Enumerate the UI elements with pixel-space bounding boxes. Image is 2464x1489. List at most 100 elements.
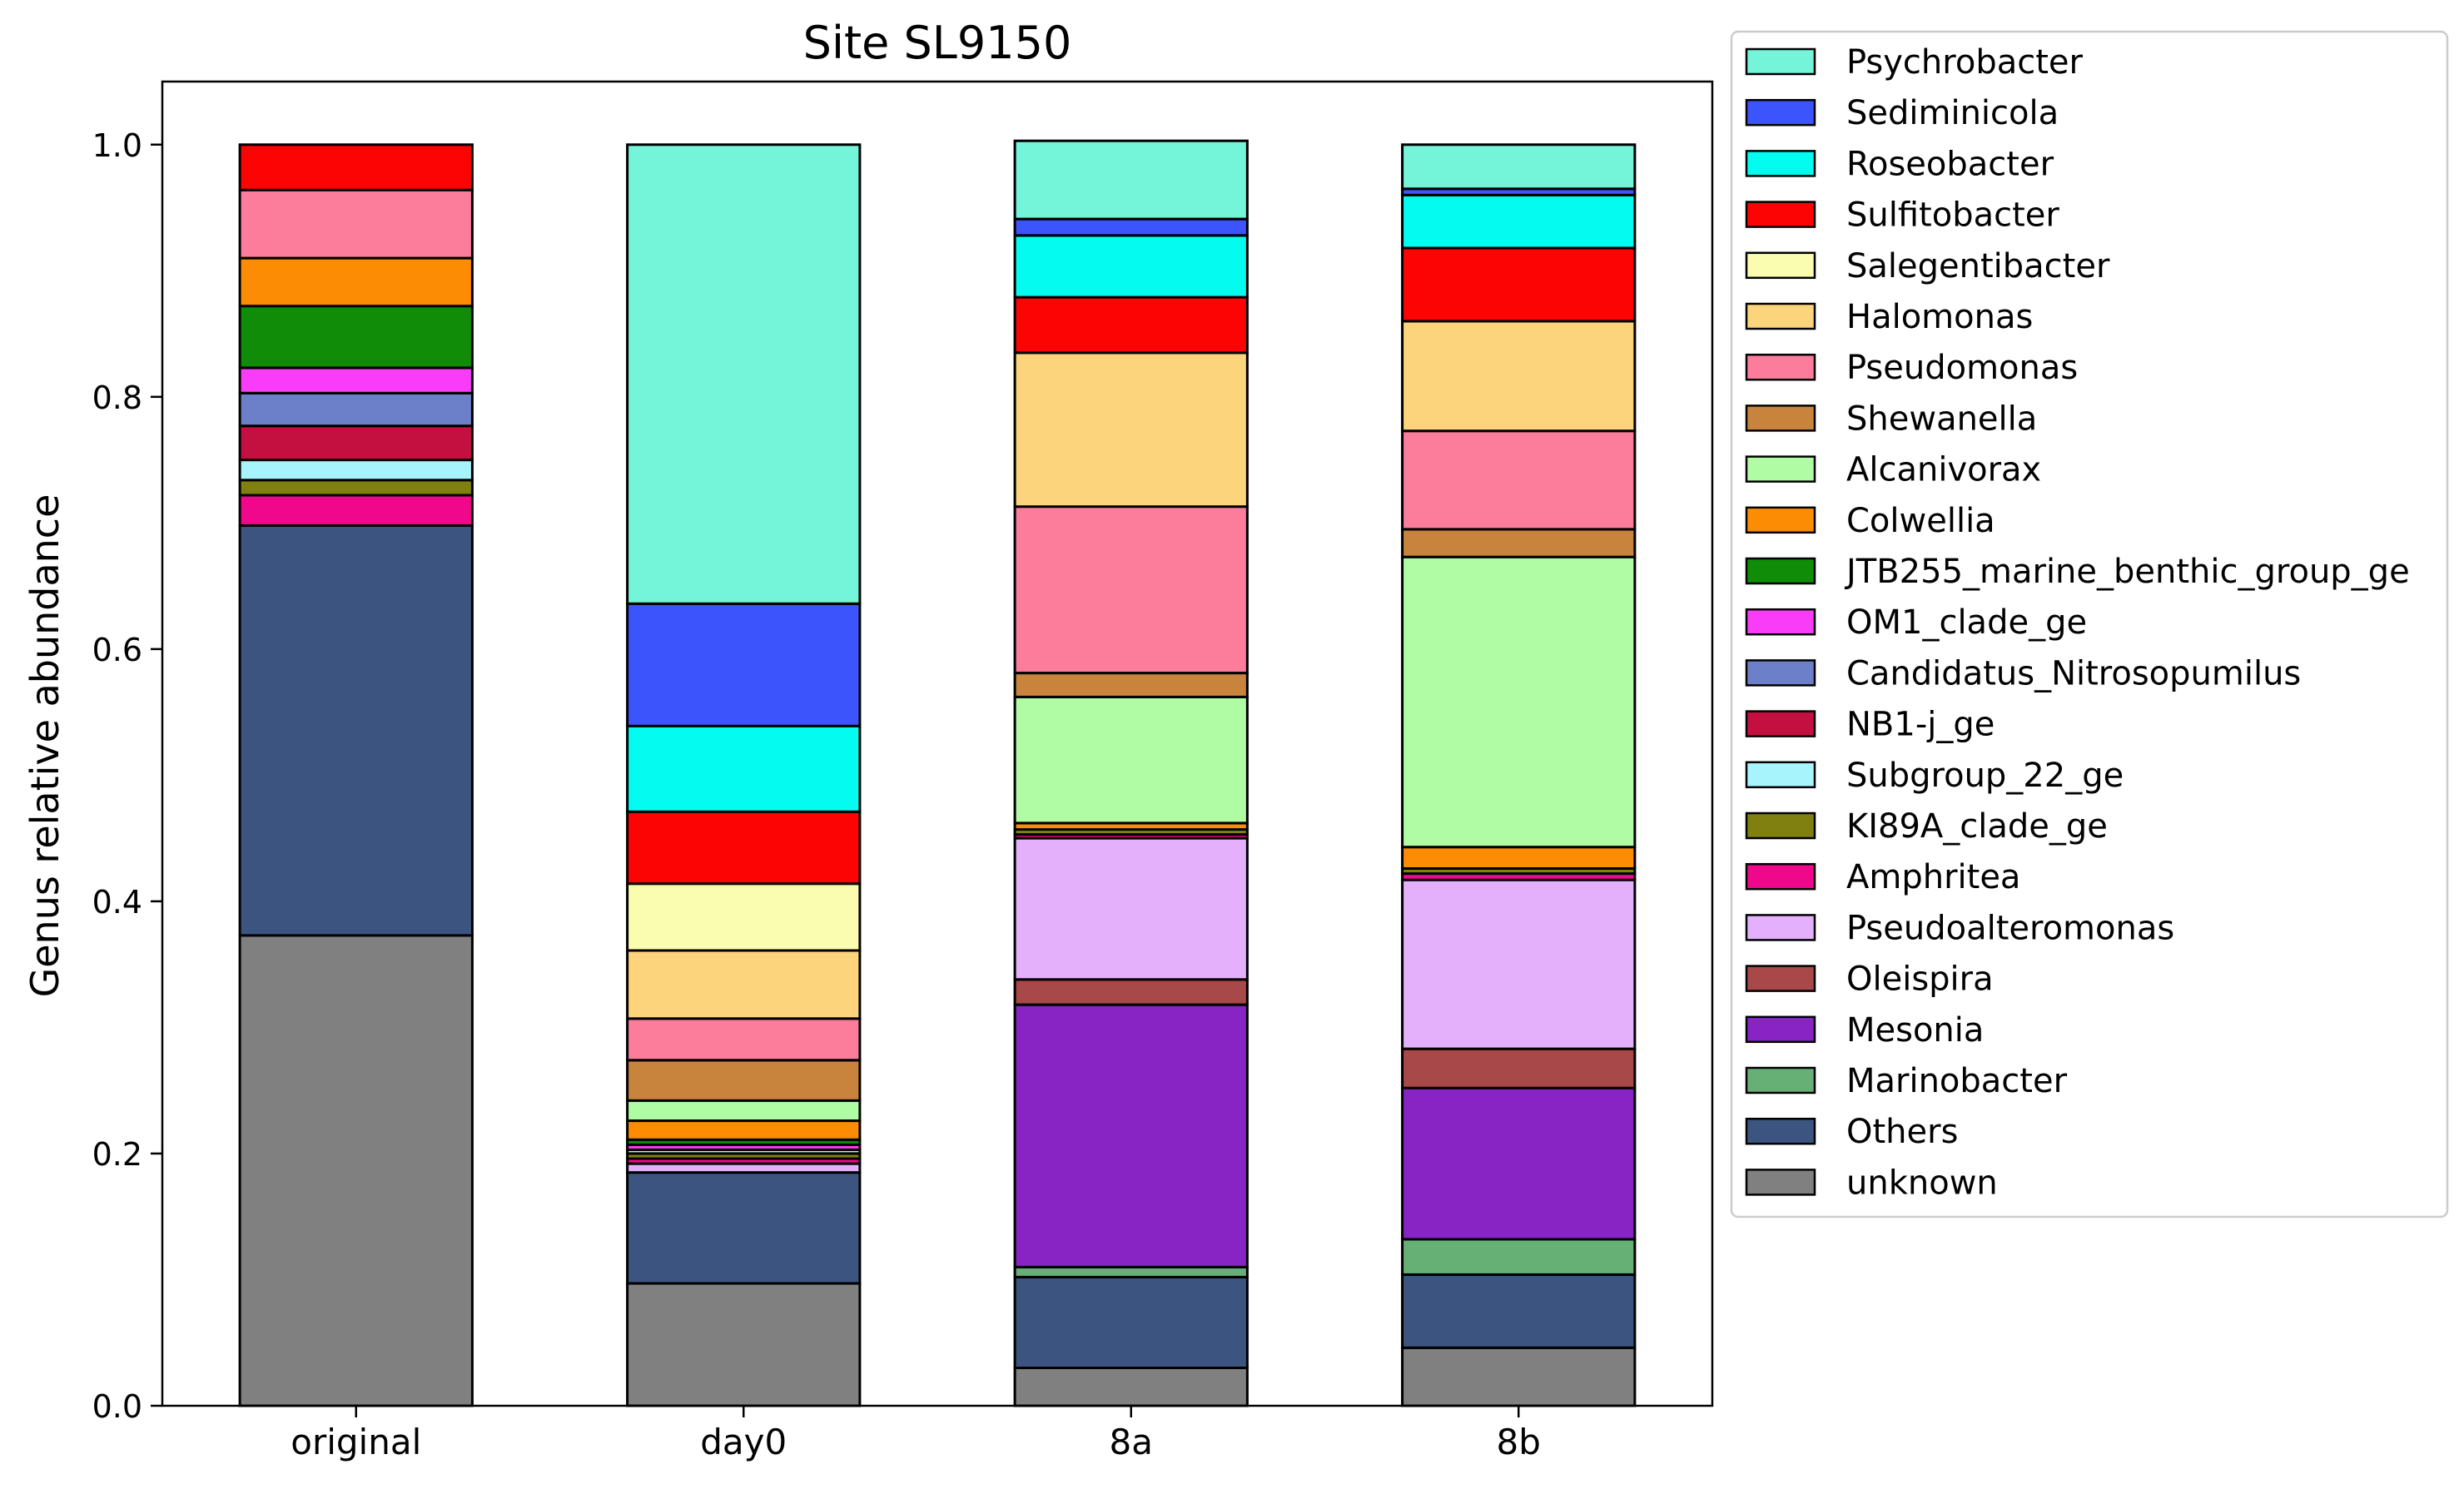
legend-swatch-Sulfitobacter [1745,201,1816,228]
y-tick-label: 1.0 [92,127,142,164]
bar-segment-day0-Salegentibacter [626,882,862,952]
legend-swatch-OM1_clade_ge [1745,608,1816,636]
axes-layer: 0.0 0.2 0.4 0.6 0.8 1.0 original day0 8a 8b [92,80,1714,1462]
bar-segment-original-NB1-j_ge [238,424,474,462]
bar-segment-8b-Halomonas [1401,320,1637,433]
legend-swatch-Pseudoalteromonas [1745,914,1816,941]
x-tick-label: original [291,1422,421,1462]
bar-segment-8b-Sulfitobacter [1401,246,1637,323]
bar-segment-original-KI89A_clade_ge [238,479,474,497]
plot-frame [161,80,1714,1407]
legend-label: Sediminicola [1846,94,2059,132]
bar-segment-day0-Others [626,1171,862,1285]
bar-segment-8b-Others [1401,1273,1637,1349]
bar-segment-8b-Psychrobacter [1401,143,1637,191]
bar-segment-8a-Sulfitobacter [1013,295,1249,355]
y-tick-label: 0.2 [92,1136,142,1173]
legend-swatch-Colwellia [1745,506,1816,534]
legend-swatch-Marinobacter [1745,1066,1816,1094]
bar-segment-8a-Mesonia [1013,1003,1249,1268]
bar-segment-day0-Pseudomonas [626,1017,862,1062]
legend-swatch-Alcanivorax [1745,455,1816,483]
bars-layer [238,139,1637,1407]
bar-segment-8b-Colwellia [1401,846,1637,871]
legend-label: Sulfitobacter [1846,196,2059,235]
legend-swatch-Sediminicola [1745,98,1816,127]
bar-segment-8a-Halomonas [1013,351,1249,509]
bar-segment-day0-Sulfitobacter [626,810,862,886]
legend-label: Pseudoalteromonas [1846,909,2174,947]
bar-segment-original-unknown [238,934,474,1407]
legend-label: JTB255_marine_benthic_group_ge [1844,553,2410,591]
bar-segment-day0-Colwellia [626,1119,862,1141]
bar-segment-8b-Oleispira [1401,1047,1637,1089]
legend-label: Mesonia [1846,1011,1984,1050]
bar-segment-original-JTB255_marine_benthic_group_ge [238,305,474,370]
legend-label: NB1-j_ge [1846,706,1995,744]
bar-segment-day0-Roseobacter [626,724,862,813]
legend-box [1730,30,2449,1218]
bar-segment-8b-Shewanella [1401,528,1637,558]
legend-label: Candidatus_Nitrosopumilus [1846,654,2301,692]
bar-segment-8b-Pseudoalteromonas [1401,878,1637,1050]
bar-segment-8a-unknown [1013,1367,1249,1407]
bar-segment-8a-Roseobacter [1013,234,1249,299]
bar-segment-day0-Halomonas [626,949,862,1020]
legend-swatch-Candidatus_Nitrosopumilus [1745,659,1816,687]
bar-segment-original-Amphritea [238,494,474,527]
legend-swatch-NB1-j_ge [1745,710,1816,737]
legend-label: Marinobacter [1846,1062,2068,1100]
legend-label: Others [1846,1113,1958,1151]
y-tick-label: 0.0 [92,1388,142,1425]
bar-segment-8a-Sediminicola [1013,217,1249,237]
bar-segment-day0-Pseudoalteromonas [626,1162,862,1174]
bar-segment-day0-Shewanella [626,1059,862,1102]
bar-segment-8a-Marinobacter [1013,1265,1249,1278]
bar-segment-day0-Sediminicola [626,602,862,727]
bar-segment-8b-Alcanivorax [1401,555,1637,849]
bar-segment-8b-Pseudomonas [1401,429,1637,531]
x-tick-label: day0 [700,1422,787,1462]
y-tick-label: 0.6 [92,632,142,668]
bar-segment-day0-unknown [626,1282,862,1407]
bar-segment-8a-Others [1013,1275,1249,1370]
bar-segment-8a-Psychrobacter [1013,139,1249,221]
legend-swatch-Subgroup_22_ge [1745,761,1816,789]
legend-swatch-Amphritea [1745,862,1816,891]
legend-swatch-Others [1745,1117,1816,1145]
y-tick-label: 0.8 [92,380,142,416]
bar-segment-original-Subgroup_22_ge [238,459,474,482]
legend-swatch-KI89A_clade_ge [1745,812,1816,840]
legend-swatch-Salegentibacter [1745,251,1816,280]
legend-swatch-Mesonia [1745,1015,1816,1044]
y-tick-label: 0.4 [92,884,142,921]
bar-segment-8b-Marinobacter [1401,1238,1637,1276]
bar-segment-original-OM1_clade_ge [238,366,474,395]
legend-swatch-Oleispira [1745,965,1816,992]
legend-swatch-Halomonas [1745,302,1816,330]
y-axis-label: Genus relative abundance [22,494,67,998]
legend-label: Pseudomonas [1846,349,2078,387]
legend-swatch-Psychrobacter [1745,47,1816,76]
legend-label: Oleispira [1846,960,1994,999]
legend-label: Halomonas [1846,298,2033,336]
legend: Psychrobacter Sediminicola Roseobacter Sulf… [1730,30,2449,1218]
bar-segment-original-Others [238,524,474,937]
bar-segment-8b-Roseobacter [1401,193,1637,250]
bar-segment-original-Sulfitobacter [238,143,474,191]
bar-segment-8a-Oleispira [1013,978,1249,1006]
bar-segment-8a-Alcanivorax [1013,695,1249,825]
legend-label: Psychrobacter [1846,43,2084,82]
legend-label: OM1_clade_ge [1846,603,2087,642]
bar-segment-original-Pseudomonas [238,188,474,260]
legend-label: unknown [1846,1164,1998,1202]
bar-segment-8a-Shewanella [1013,672,1249,698]
bar-segment-day0-Alcanivorax [626,1099,862,1123]
legend-label: Salegentibacter [1846,247,2110,285]
bar-segment-8b-unknown [1401,1346,1637,1407]
legend-label: Subgroup_22_ge [1846,757,2124,795]
bar-segment-day0-Psychrobacter [626,143,862,605]
bar-segment-8a-Pseudoalteromonas [1013,836,1249,981]
legend-label: Roseobacter [1846,145,2054,183]
